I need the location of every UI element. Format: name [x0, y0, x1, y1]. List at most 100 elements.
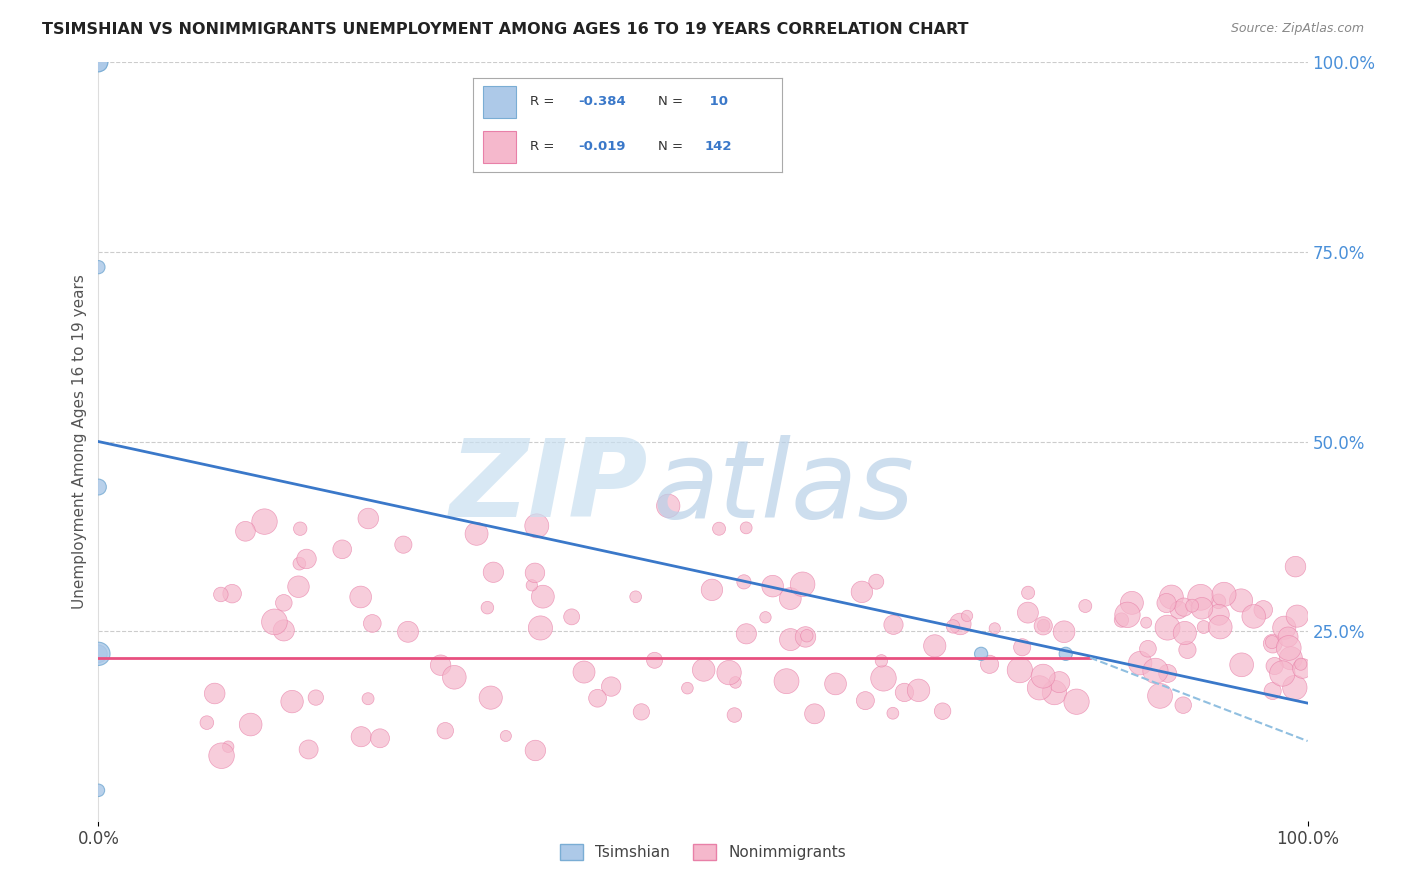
Point [924, 639, 946, 653]
Point [754, 610, 776, 624]
Point [1136, 641, 1159, 656]
Point [657, 499, 679, 513]
Point [1156, 596, 1178, 610]
Point [775, 674, 797, 689]
Point [1135, 615, 1157, 630]
Point [263, 615, 285, 629]
Point [779, 632, 801, 647]
Point [330, 542, 353, 557]
Y-axis label: Unemployment Among Ages 16 to 19 years: Unemployment Among Ages 16 to 19 years [72, 274, 87, 609]
Point [1208, 594, 1230, 608]
Point [630, 705, 652, 719]
Point [281, 695, 304, 709]
Point [221, 587, 243, 601]
Point [1116, 607, 1139, 622]
Point [1129, 656, 1152, 670]
Point [1028, 681, 1050, 695]
Point [1279, 651, 1302, 665]
Point [644, 653, 666, 667]
Point [1017, 606, 1039, 620]
Point [520, 578, 543, 592]
Point [295, 552, 318, 566]
Point [853, 693, 876, 707]
Point [572, 665, 595, 679]
Point [87, 480, 110, 494]
Point [357, 691, 380, 706]
Point [209, 587, 232, 601]
Legend: Tsimshian, Nonimmigrants: Tsimshian, Nonimmigrants [554, 838, 852, 866]
Point [1066, 695, 1088, 709]
Point [949, 616, 972, 631]
Point [707, 522, 730, 536]
Point [273, 624, 295, 638]
Point [1017, 586, 1039, 600]
Point [882, 706, 904, 721]
Point [1160, 590, 1182, 604]
Point [692, 663, 714, 677]
Point [288, 557, 311, 571]
Point [350, 590, 373, 604]
Point [87, 783, 110, 797]
Text: TSIMSHIAN VS NONIMMIGRANTS UNEMPLOYMENT AMONG AGES 16 TO 19 YEARS CORRELATION CH: TSIMSHIAN VS NONIMMIGRANTS UNEMPLOYMENT … [42, 22, 969, 37]
Point [1011, 640, 1033, 655]
Point [872, 671, 894, 685]
Text: atlas: atlas [652, 434, 914, 540]
Point [1047, 675, 1070, 690]
Point [1173, 600, 1195, 615]
Point [524, 743, 547, 757]
Point [735, 521, 758, 535]
Point [1261, 684, 1284, 698]
Point [1277, 630, 1299, 644]
Point [779, 591, 801, 606]
Point [1032, 669, 1054, 683]
Point [586, 691, 609, 706]
Point [676, 681, 699, 695]
Point [1054, 647, 1077, 661]
Point [1111, 613, 1133, 627]
Point [529, 621, 551, 635]
Point [87, 647, 110, 661]
Point [624, 590, 647, 604]
Point [1121, 596, 1143, 610]
Point [796, 629, 818, 643]
Point [1230, 593, 1253, 607]
Point [87, 647, 110, 661]
Point [956, 608, 979, 623]
Point [803, 706, 825, 721]
Point [290, 522, 312, 536]
Point [195, 715, 218, 730]
Point [1286, 609, 1309, 624]
Point [1209, 620, 1232, 634]
Point [87, 55, 110, 70]
Point [235, 524, 257, 539]
Point [1189, 591, 1212, 605]
Point [392, 538, 415, 552]
Point [1177, 643, 1199, 657]
Point [1261, 635, 1284, 649]
Point [1074, 599, 1097, 613]
Point [523, 566, 546, 580]
Point [429, 658, 451, 673]
Point [482, 566, 505, 580]
Point [1213, 587, 1236, 601]
Point [434, 723, 457, 738]
Point [983, 621, 1005, 635]
Point [443, 670, 465, 684]
Point [1156, 621, 1178, 635]
Point [204, 686, 226, 700]
Point [893, 685, 915, 699]
Point [1167, 603, 1189, 617]
Point [1271, 666, 1294, 681]
Point [368, 731, 391, 746]
Point [718, 665, 741, 680]
Point [735, 627, 758, 641]
Point [273, 596, 295, 610]
Point [495, 729, 517, 743]
Point [526, 519, 548, 533]
Point [851, 585, 873, 599]
Point [1289, 657, 1312, 672]
Point [357, 511, 380, 525]
Point [1181, 599, 1204, 613]
Point [1032, 619, 1054, 633]
Point [298, 742, 321, 756]
